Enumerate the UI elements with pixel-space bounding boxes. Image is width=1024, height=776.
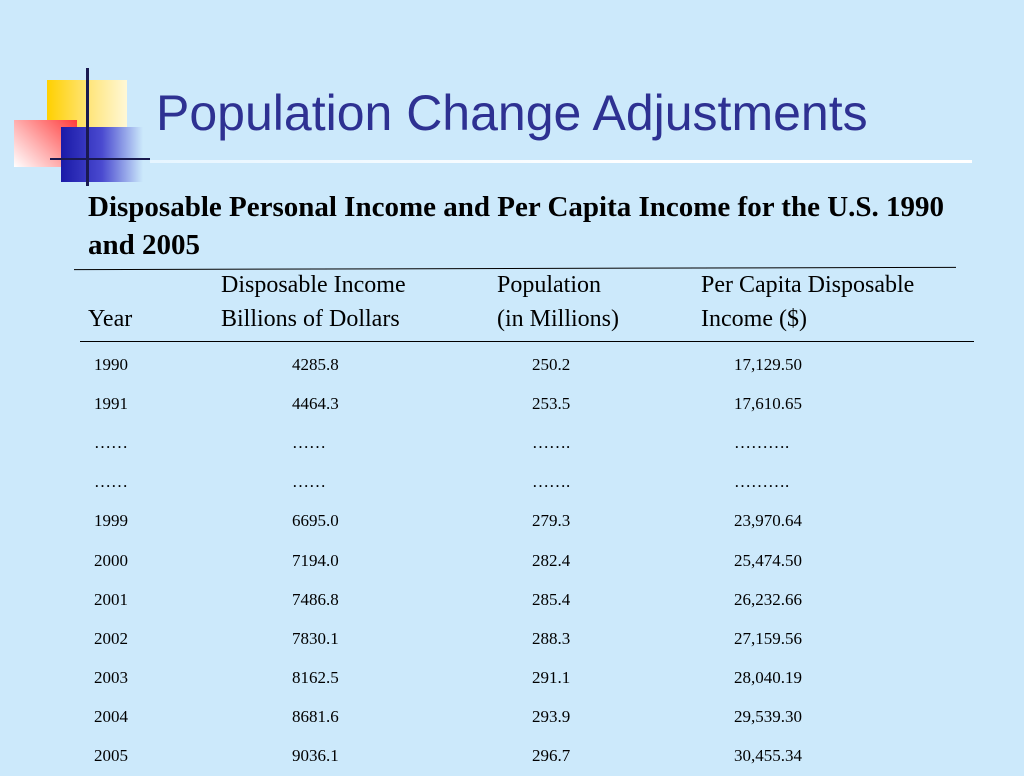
header-per-capita-line1: Per Capita Disposable — [701, 272, 915, 298]
header-population-line1: Population — [497, 272, 602, 298]
cell-year: 1991 — [94, 393, 128, 413]
cell-year: …… — [94, 472, 128, 492]
cell-income: 6695.0 — [292, 511, 339, 531]
cell-income: 4464.3 — [292, 393, 339, 413]
cell-population: 250.2 — [532, 354, 571, 374]
logo-horizontal-line — [50, 158, 150, 160]
table-row: 2004 8681.6 293.9 29,539.30 — [94, 698, 968, 737]
header-year: Year — [88, 306, 133, 332]
cell-population: 293.9 — [532, 707, 571, 727]
table-row: …… …… ……. ………. — [94, 463, 968, 502]
table-row: 2000 7194.0 282.4 25,474.50 — [94, 541, 968, 580]
table-row: 2005 9036.1 296.7 30,455.34 — [94, 737, 968, 776]
cell-population: 296.7 — [532, 746, 571, 766]
cell-population: 253.5 — [532, 393, 571, 413]
cell-year: 2002 — [94, 628, 128, 648]
cell-per-capita: 17,610.65 — [734, 393, 802, 413]
table-row: 1991 4464.3 253.5 17,610.65 — [94, 384, 968, 423]
header-population-line2: (in Millions) — [497, 306, 620, 332]
cell-per-capita: 25,474.50 — [734, 550, 802, 570]
cell-per-capita: 23,970.64 — [734, 511, 802, 531]
cell-year: 2005 — [94, 746, 128, 766]
header-bottom-rule — [80, 341, 974, 342]
cell-income: 4285.8 — [292, 354, 339, 374]
cell-per-capita: 26,232.66 — [734, 589, 802, 609]
cell-income: 8681.6 — [292, 707, 339, 727]
cell-population: 288.3 — [532, 628, 571, 648]
cell-population: 279.3 — [532, 511, 571, 531]
cell-per-capita: ………. — [734, 432, 790, 452]
cell-per-capita: ………. — [734, 472, 790, 492]
table-row: 2002 7830.1 288.3 27,159.56 — [94, 619, 968, 658]
logo-blue-square — [61, 127, 143, 182]
slide-title: Population Change Adjustments — [156, 85, 868, 141]
header-income-line2: Billions of Dollars — [221, 306, 400, 332]
cell-income: 9036.1 — [292, 746, 339, 766]
cell-population: 282.4 — [532, 550, 571, 570]
header-per-capita-line2: Income ($) — [701, 306, 807, 332]
table-row: …… …… ……. ………. — [94, 423, 968, 462]
cell-income: 7194.0 — [292, 550, 339, 570]
cell-year: 2004 — [94, 707, 128, 727]
table-row: 1999 6695.0 279.3 23,970.64 — [94, 502, 968, 541]
cell-per-capita: 29,539.30 — [734, 707, 802, 727]
cell-income: …… — [292, 472, 326, 492]
income-table: 1990 4285.8 250.2 17,129.50 1991 4464.3 253.5 1… — [94, 345, 968, 776]
cell-income: …… — [292, 432, 326, 452]
cell-income: 7486.8 — [292, 589, 339, 609]
cell-year: 2000 — [94, 550, 128, 570]
title-underline — [150, 160, 972, 163]
cell-per-capita: 27,159.56 — [734, 628, 802, 648]
cell-year: 2003 — [94, 668, 128, 688]
cell-year: 1999 — [94, 511, 128, 531]
cell-income: 8162.5 — [292, 668, 339, 688]
cell-population: 285.4 — [532, 589, 571, 609]
cell-per-capita: 30,455.34 — [734, 746, 802, 766]
slide-logo-decoration — [0, 0, 160, 200]
cell-income: 7830.1 — [292, 628, 339, 648]
cell-population: 291.1 — [532, 668, 571, 688]
table-caption: Disposable Personal Income and Per Capit… — [88, 191, 945, 261]
cell-population: ……. — [532, 432, 571, 452]
table-row: 1990 4285.8 250.2 17,129.50 — [94, 345, 968, 384]
cell-year: 2001 — [94, 589, 128, 609]
header-income-line1: Disposable Income — [221, 272, 406, 298]
cell-per-capita: 28,040.19 — [734, 668, 802, 688]
table-row: 2003 8162.5 291.1 28,040.19 — [94, 659, 968, 698]
cell-year: 1990 — [94, 354, 128, 374]
cell-per-capita: 17,129.50 — [734, 354, 802, 374]
cell-year: …… — [94, 432, 128, 452]
cell-population: ……. — [532, 472, 571, 492]
table-row: 2001 7486.8 285.4 26,232.66 — [94, 580, 968, 619]
logo-vertical-line — [86, 68, 89, 186]
